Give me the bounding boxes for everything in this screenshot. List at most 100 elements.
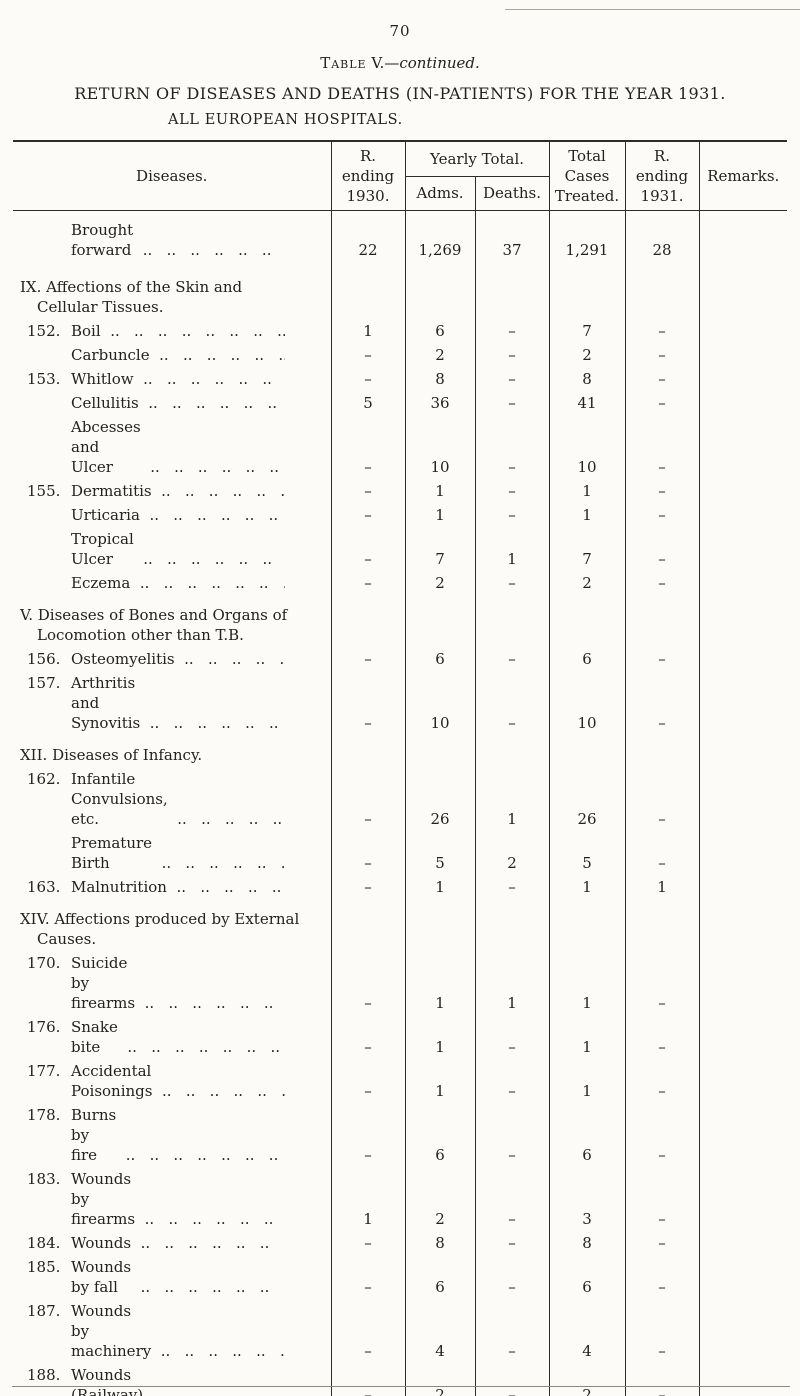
remarks-cell: [698, 1363, 788, 1396]
disease-number: 152.: [27, 322, 61, 340]
deaths-cell: –: [474, 343, 550, 367]
remarks-cell: [698, 951, 788, 1015]
disease-row: Brought forward .. .. .. .. .. .. .. .. …: [13, 210, 788, 268]
admissions-cell: 8: [404, 367, 475, 391]
col-header-total-cases-treated: Total Cases Treated.: [548, 141, 626, 211]
disease-row: Tropical Ulcer .. .. .. .. .. .. .. .. .…: [13, 527, 788, 571]
total-treated-cell: 5: [548, 831, 626, 875]
disease-label: Brought forward: [71, 221, 134, 259]
remaining-1931-cell: –: [624, 1167, 700, 1231]
disease-row: Urticaria .. .. .. .. .. .. .. .. .. .. …: [13, 503, 788, 527]
total-treated-cell: 1: [548, 875, 626, 899]
remarks-cell: [698, 1299, 788, 1363]
admissions-cell: 2: [404, 1363, 475, 1396]
disease-label-cell: 185. Wounds by fall .. .. .. .. .. .. .. …: [13, 1255, 331, 1299]
disease-number: 170.: [27, 954, 61, 972]
table-caption: Table V.—continued.: [13, 54, 787, 72]
admissions-cell: 1: [404, 479, 475, 503]
remaining-1930-cell: 1: [330, 1167, 405, 1231]
remaining-1930-cell: –: [330, 571, 405, 595]
dot-leader: .. .. .. .. .. .. .. .. .. .. .. .. .. .…: [149, 506, 279, 524]
section-title: XIV. Affections produced by External Cau…: [20, 910, 300, 948]
total-treated-cell: 6: [548, 647, 626, 671]
remarks-cell: [698, 767, 788, 831]
admissions-cell: 6: [404, 319, 475, 343]
remaining-1930-cell: –: [330, 1059, 405, 1103]
disease-label-line: 170. Suicide by firearms .. .. .. .. .. .…: [13, 953, 331, 1013]
dot-leader: .. .. .. .. .. .. .. .. .. .. .. .. .. .…: [161, 482, 284, 500]
disease-label-line: Tropical Ulcer .. .. .. .. .. .. .. .. .…: [13, 529, 331, 569]
total-treated-cell: 6: [548, 1103, 626, 1167]
empty-cell: [330, 735, 405, 767]
disease-label-cell: Brought forward .. .. .. .. .. .. .. .. …: [13, 211, 331, 268]
disease-number: 178.: [27, 1106, 61, 1124]
disease-row: 178. Burns by fire .. .. .. .. .. .. .. .…: [13, 1103, 788, 1167]
remarks-cell: [698, 1167, 788, 1231]
admissions-cell: 6: [404, 1255, 475, 1299]
disease-number: 185.: [27, 1258, 61, 1276]
deaths-cell: –: [474, 671, 550, 735]
remaining-1931-cell: –: [624, 391, 700, 415]
deaths-cell: –: [474, 1103, 550, 1167]
disease-row: 163. Malnutrition .. .. .. .. .. .. .. ..…: [13, 875, 788, 899]
report-title: RETURN OF DISEASES AND DEATHS (IN-PATIEN…: [74, 84, 726, 103]
deaths-cell: 2: [474, 831, 550, 875]
remaining-1930-cell: –: [330, 367, 405, 391]
section-title: XII. Diseases of Infancy.: [20, 746, 203, 764]
section-row: V. Diseases of Bones and Organs of Locom…: [13, 595, 788, 647]
disease-label: Burns by fire: [71, 1106, 117, 1164]
remarks-cell: [698, 1231, 788, 1255]
total-treated-cell: 10: [548, 671, 626, 735]
disease-number: 155.: [27, 482, 61, 500]
disease-number: 188.: [27, 1366, 61, 1384]
empty-cell: [330, 899, 405, 951]
disease-label: Wounds (Railway): [71, 1366, 144, 1396]
dot-leader: .. .. .. .. .. .. .. .. .. .. .. .. .. .…: [143, 550, 273, 568]
disease-number: 157.: [27, 674, 61, 692]
disease-number: 184.: [27, 1234, 61, 1252]
deaths-cell: –: [474, 647, 550, 671]
disease-number: 156.: [27, 650, 61, 668]
caption-table-numeral: V.: [366, 54, 385, 72]
empty-cell: [404, 267, 475, 319]
disease-row: 176. Snake bite .. .. .. .. .. .. .. .. .…: [13, 1015, 788, 1059]
remaining-1931-cell: –: [624, 767, 700, 831]
dot-leader: .. .. .. .. .. .. .. .. .. .. .. .. .. .…: [142, 241, 272, 259]
remarks-cell: [698, 367, 788, 391]
disease-label: Boil: [71, 322, 101, 340]
total-treated-cell: 3: [548, 1167, 626, 1231]
remarks-cell: [698, 1059, 788, 1103]
remaining-1931-cell: –: [624, 1255, 700, 1299]
remarks-cell: [698, 503, 788, 527]
empty-cell: [548, 899, 626, 951]
remaining-1931-cell: 1: [624, 875, 700, 899]
empty-cell: [624, 899, 700, 951]
disease-row: Eczema .. .. .. .. .. .. .. .. .. .. .. …: [13, 571, 788, 595]
remaining-1931-cell: –: [624, 671, 700, 735]
empty-cell: [330, 595, 405, 647]
section-row: XII. Diseases of Infancy.: [13, 735, 788, 767]
empty-cell: [698, 595, 788, 647]
deaths-cell: –: [474, 319, 550, 343]
disease-label-cell: Abcesses and Ulcer .. .. .. .. .. .. .. …: [13, 415, 331, 479]
deaths-cell: –: [474, 1299, 550, 1363]
total-treated-cell: 2: [548, 1363, 626, 1396]
admissions-cell: 2: [404, 1167, 475, 1231]
disease-row: Abcesses and Ulcer .. .. .. .. .. .. .. …: [13, 415, 788, 479]
section-row: IX. Affections of the Skin and Cellular …: [13, 267, 788, 319]
total-treated-cell: 2: [548, 571, 626, 595]
admissions-cell: 10: [404, 415, 475, 479]
disease-label-line: Brought forward .. .. .. .. .. .. .. .. …: [13, 220, 331, 260]
disease-label-line: Eczema .. .. .. .. .. .. .. .. .. .. .. …: [13, 573, 331, 593]
remaining-1930-cell: –: [330, 1255, 405, 1299]
remaining-1931-cell: –: [624, 1103, 700, 1167]
admissions-cell: 26: [404, 767, 475, 831]
remarks-cell: [698, 571, 788, 595]
table-body: Brought forward .. .. .. .. .. .. .. .. …: [13, 210, 788, 1396]
dot-leader: .. .. .. .. .. .. .. .. .. .. .. .. .. .…: [110, 322, 284, 340]
remaining-1931-cell: –: [624, 951, 700, 1015]
disease-number: 163.: [27, 878, 61, 896]
disease-row: 184. Wounds .. .. .. .. .. .. .. .. .. ..…: [13, 1231, 788, 1255]
disease-label: Osteomyelitis: [71, 650, 175, 668]
disease-label-cell: Premature Birth .. .. .. .. .. .. .. .. …: [13, 831, 331, 875]
